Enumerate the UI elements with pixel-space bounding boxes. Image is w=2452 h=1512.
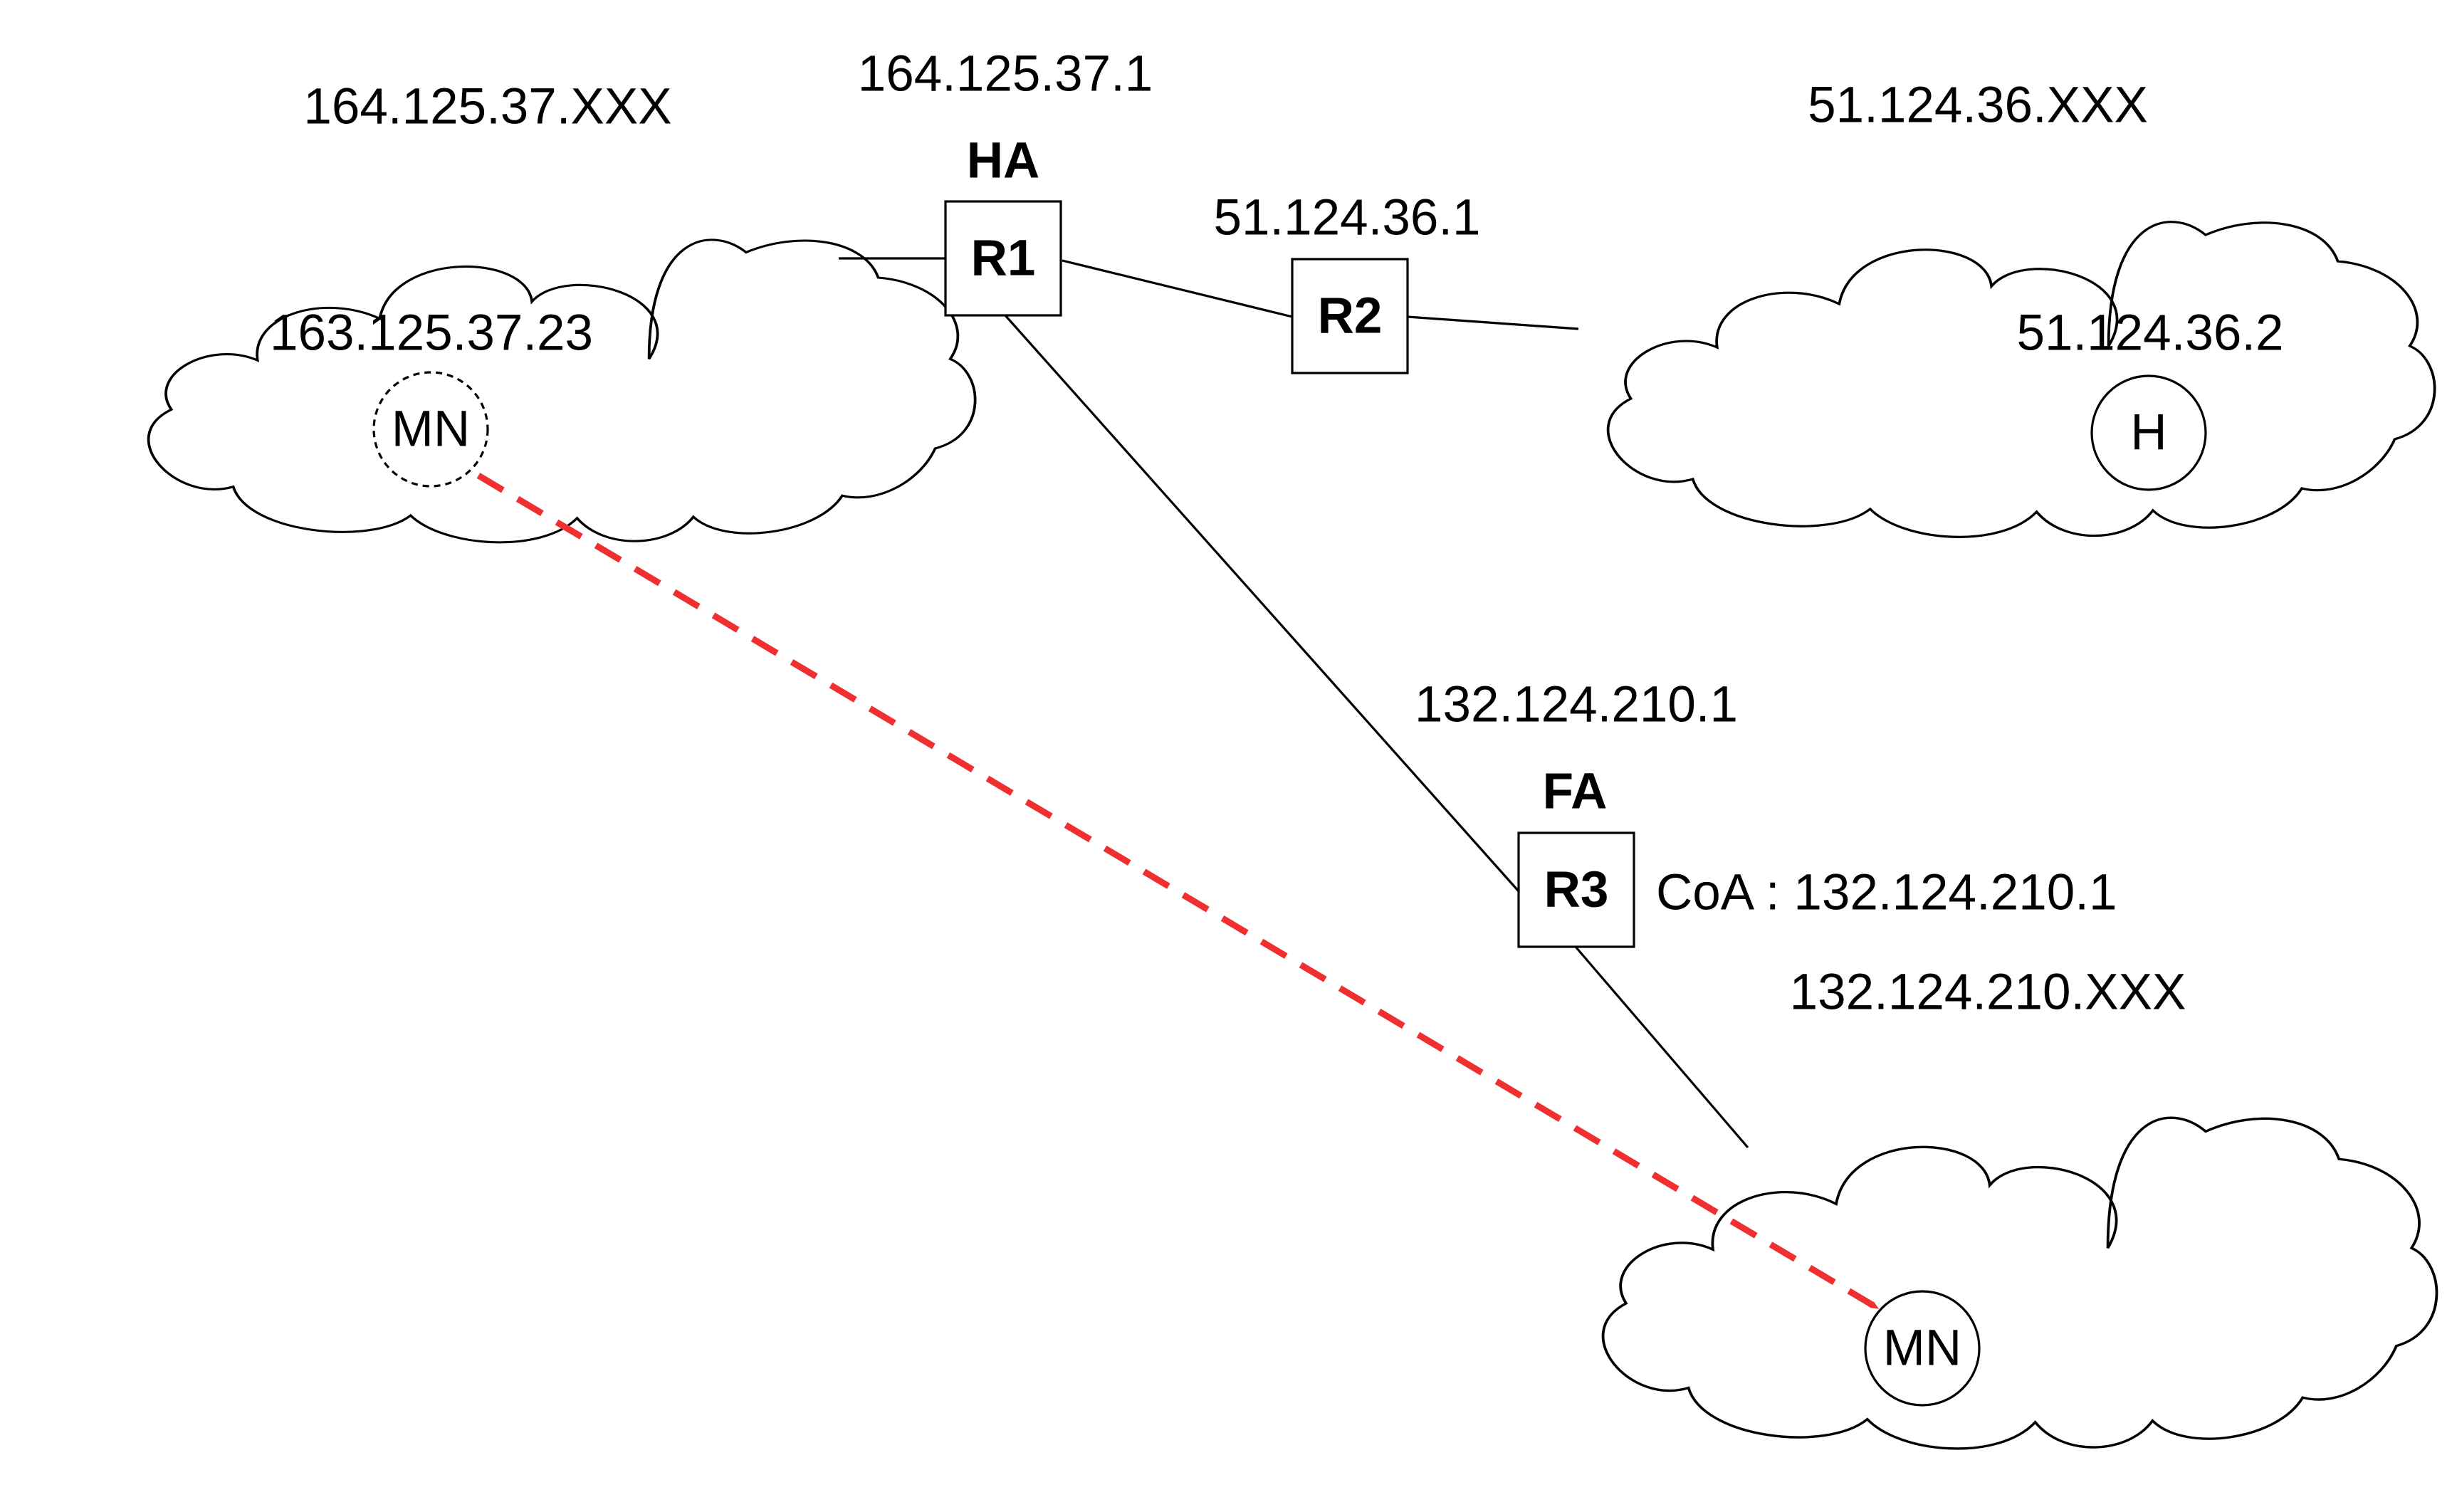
r2-ip-label: 51.124.36.1 [1213,190,1480,246]
host-network-prefix: 51.124.36.XXX [1808,78,2148,134]
link-r1-r3 [1003,313,1520,893]
router-r2-label: R2 [1318,288,1383,345]
foreign-network-cloud [1601,1116,2438,1450]
router-r2[interactable]: R2 [1291,258,1409,374]
home-network-cloud [147,238,977,544]
host-node-label: H [2130,405,2167,461]
home-network-prefix: 164.125.37.XXX [303,79,671,135]
mobile-node-home[interactable]: MN [372,371,489,488]
foreign-network-prefix: 132.124.210.XXX [1790,965,2186,1021]
router-r3[interactable]: R3 [1517,831,1635,948]
mobile-node-home-ip: 163.125.37.23 [270,305,593,362]
r1-ip-label: 164.125.37.1 [858,46,1153,103]
r3-ip-label: 132.124.210.1 [1415,677,1738,733]
link-r1-r2 [1062,259,1293,318]
host-ip-label: 51.124.36.2 [2016,305,2283,362]
mobile-node-home-label: MN [392,401,470,458]
link-r3-foreign [1574,945,1749,1149]
router-r1-label: R1 [971,231,1036,287]
home-agent-label: HA [967,133,1040,189]
host-node[interactable]: H [2090,374,2207,491]
mobile-node-foreign-label: MN [1883,1321,1961,1377]
link-r2-host [1407,315,1579,330]
router-r1[interactable]: R1 [944,200,1062,317]
mobile-node-foreign[interactable]: MN [1864,1290,1981,1407]
host-network-cloud [1606,220,2436,539]
foreign-agent-label: FA [1543,764,1608,820]
router-r3-label: R3 [1544,862,1609,918]
care-of-address-label: CoA : 132.124.210.1 [1656,865,2117,921]
